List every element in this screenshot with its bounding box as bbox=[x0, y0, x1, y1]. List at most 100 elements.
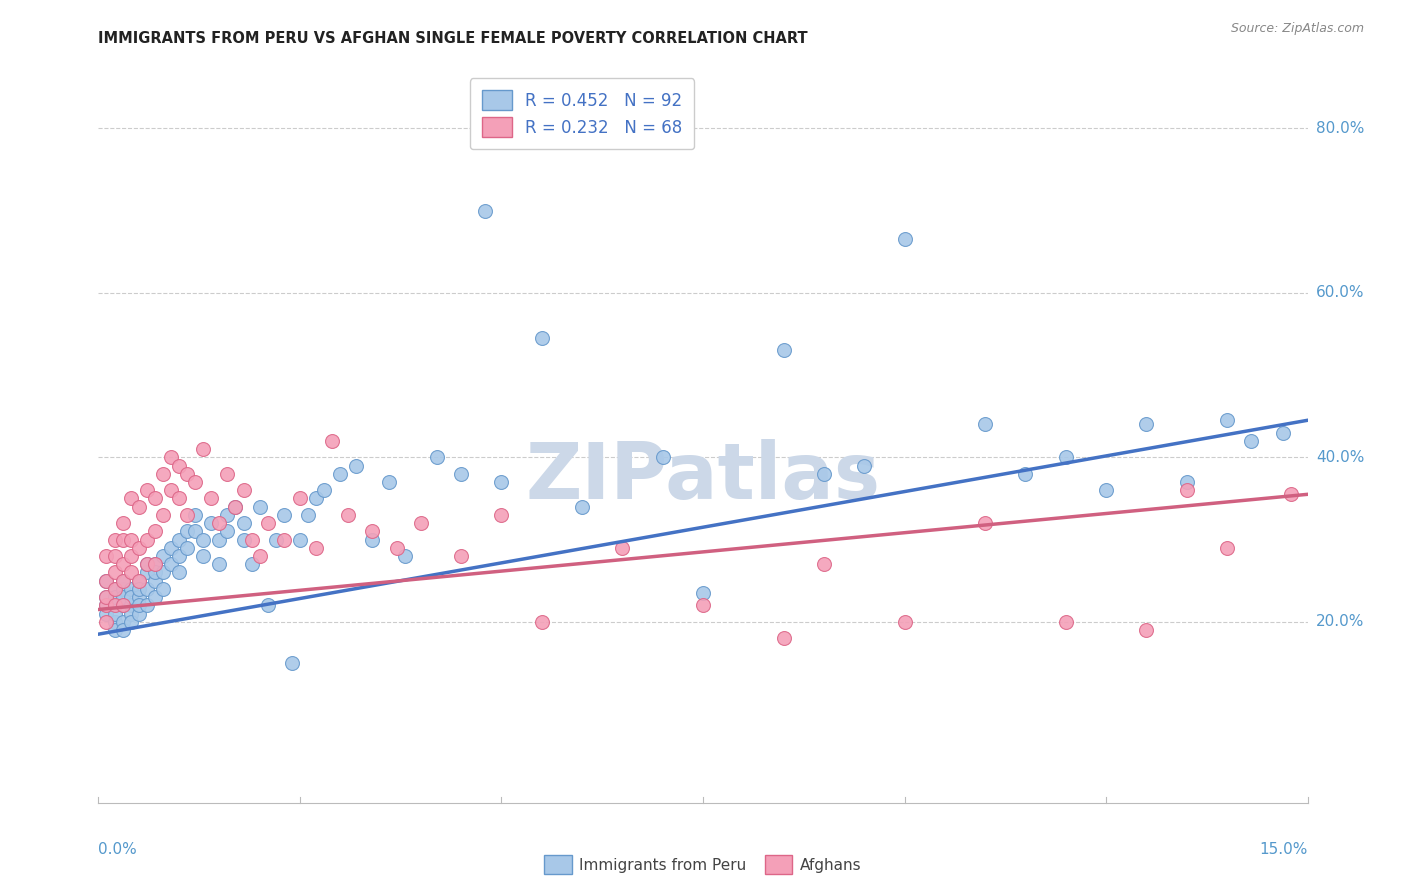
Point bbox=[337, 508, 360, 522]
Point bbox=[135, 582, 157, 596]
Point bbox=[111, 533, 134, 547]
Text: 0.0%: 0.0% bbox=[98, 842, 138, 856]
Point bbox=[530, 331, 553, 345]
Point bbox=[128, 500, 150, 514]
Point bbox=[143, 574, 166, 588]
Point bbox=[128, 574, 150, 588]
Legend: R = 0.452   N = 92, R = 0.232   N = 68: R = 0.452 N = 92, R = 0.232 N = 68 bbox=[470, 78, 695, 149]
Point bbox=[103, 582, 125, 596]
Point bbox=[692, 599, 714, 613]
Point bbox=[974, 516, 997, 530]
Point bbox=[103, 599, 125, 613]
Point bbox=[128, 582, 150, 596]
Point bbox=[1175, 483, 1198, 498]
Point bbox=[135, 558, 157, 572]
Point bbox=[474, 203, 496, 218]
Point bbox=[264, 533, 287, 547]
Point bbox=[232, 533, 254, 547]
Point bbox=[193, 442, 215, 456]
Point bbox=[111, 623, 134, 637]
Point bbox=[273, 508, 295, 522]
Point bbox=[377, 475, 399, 489]
Point bbox=[1240, 434, 1263, 448]
Point bbox=[135, 483, 157, 498]
Point bbox=[111, 615, 134, 629]
Point bbox=[96, 590, 118, 604]
Point bbox=[305, 541, 328, 555]
Point bbox=[1272, 425, 1295, 440]
Point bbox=[184, 508, 207, 522]
Point bbox=[143, 558, 166, 572]
Point bbox=[96, 549, 118, 563]
Point bbox=[394, 549, 416, 563]
Point bbox=[111, 599, 134, 613]
Point bbox=[361, 524, 384, 539]
Point bbox=[853, 458, 876, 473]
Point bbox=[1095, 483, 1118, 498]
Point bbox=[1135, 623, 1157, 637]
Point bbox=[692, 586, 714, 600]
Text: IMMIGRANTS FROM PERU VS AFGHAN SINGLE FEMALE POVERTY CORRELATION CHART: IMMIGRANTS FROM PERU VS AFGHAN SINGLE FE… bbox=[98, 31, 808, 46]
Point bbox=[103, 607, 125, 621]
Point bbox=[128, 541, 150, 555]
Point bbox=[240, 533, 263, 547]
Point bbox=[176, 467, 198, 481]
Text: 40.0%: 40.0% bbox=[1316, 450, 1364, 465]
Point bbox=[120, 615, 142, 629]
Text: 20.0%: 20.0% bbox=[1316, 615, 1364, 630]
Point bbox=[232, 516, 254, 530]
Text: 60.0%: 60.0% bbox=[1316, 285, 1364, 301]
Point bbox=[200, 516, 222, 530]
Point bbox=[344, 458, 367, 473]
Point bbox=[217, 508, 239, 522]
Point bbox=[240, 558, 263, 572]
Point bbox=[143, 566, 166, 580]
Point bbox=[184, 475, 207, 489]
Point bbox=[152, 508, 174, 522]
Point bbox=[160, 483, 183, 498]
Point bbox=[893, 615, 915, 629]
Point bbox=[143, 524, 166, 539]
Point bbox=[208, 516, 231, 530]
Point bbox=[288, 533, 311, 547]
Point bbox=[120, 582, 142, 596]
Point bbox=[103, 623, 125, 637]
Point bbox=[167, 566, 190, 580]
Point bbox=[135, 566, 157, 580]
Point bbox=[96, 574, 118, 588]
Point bbox=[208, 533, 231, 547]
Point bbox=[256, 516, 278, 530]
Point bbox=[167, 491, 190, 506]
Point bbox=[651, 450, 673, 465]
Point bbox=[361, 533, 384, 547]
Point bbox=[120, 566, 142, 580]
Point bbox=[329, 467, 352, 481]
Point bbox=[111, 574, 134, 588]
Point bbox=[152, 549, 174, 563]
Point bbox=[256, 599, 278, 613]
Point bbox=[1135, 417, 1157, 432]
Point bbox=[143, 590, 166, 604]
Point bbox=[1281, 487, 1303, 501]
Point bbox=[184, 524, 207, 539]
Point bbox=[1054, 450, 1077, 465]
Point bbox=[96, 599, 118, 613]
Point bbox=[111, 574, 134, 588]
Point bbox=[103, 599, 125, 613]
Point bbox=[176, 541, 198, 555]
Point bbox=[111, 558, 134, 572]
Point bbox=[96, 607, 118, 621]
Point bbox=[193, 549, 215, 563]
Point bbox=[176, 524, 198, 539]
Text: Source: ZipAtlas.com: Source: ZipAtlas.com bbox=[1230, 22, 1364, 36]
Point bbox=[103, 533, 125, 547]
Point bbox=[120, 607, 142, 621]
Point bbox=[152, 566, 174, 580]
Point bbox=[111, 582, 134, 596]
Point bbox=[167, 533, 190, 547]
Legend: Immigrants from Peru, Afghans: Immigrants from Peru, Afghans bbox=[538, 849, 868, 880]
Point bbox=[974, 417, 997, 432]
Point bbox=[103, 615, 125, 629]
Point bbox=[321, 434, 343, 448]
Point bbox=[409, 516, 432, 530]
